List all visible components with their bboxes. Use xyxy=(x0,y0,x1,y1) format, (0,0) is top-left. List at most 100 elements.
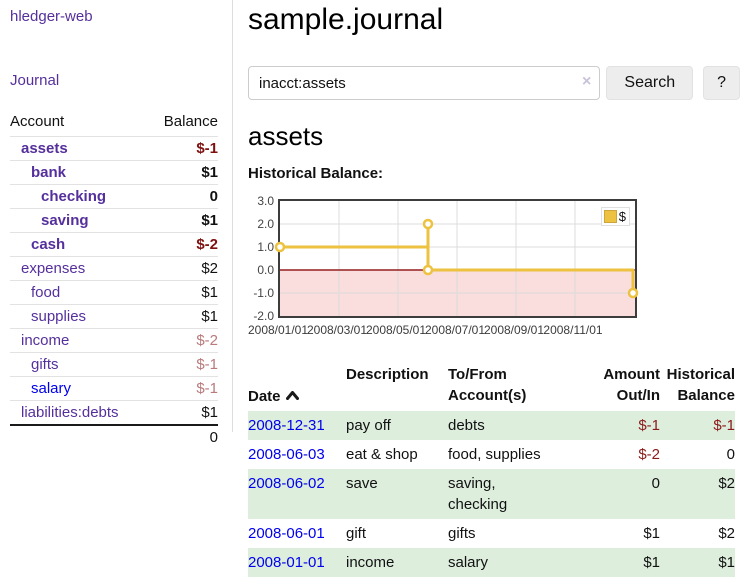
transaction-amount: $-2 xyxy=(638,446,660,463)
column-header-date[interactable]: Date xyxy=(248,362,346,411)
account-row: cash $-2 xyxy=(10,232,218,257)
transaction-balance: $-1 xyxy=(660,411,735,440)
sidebar-item-journal[interactable]: Journal xyxy=(10,72,60,89)
account-link-cash[interactable]: cash xyxy=(31,236,66,253)
account-link-bank[interactable]: bank xyxy=(31,164,67,181)
column-header-amount: Amount Out/In xyxy=(603,366,660,404)
account-link-salary[interactable]: salary xyxy=(31,380,72,397)
transaction-date-link[interactable]: 2008-06-02 xyxy=(248,475,325,492)
x-tick: 2008/01/01 xyxy=(247,323,309,337)
accounts-header-account: Account xyxy=(10,113,65,130)
account-balance: $1 xyxy=(148,280,218,305)
y-tick: 3.0 xyxy=(257,194,274,208)
accounts-total: 0 xyxy=(148,424,218,449)
search-form: × Search ? xyxy=(248,66,740,100)
transaction-date-link[interactable]: 2008-06-01 xyxy=(248,525,325,542)
register-row[interactable]: 2008-06-03 eat & shop food, supplies $-2… xyxy=(248,440,735,469)
transaction-description: gift xyxy=(346,525,367,542)
page-title: sample.journal xyxy=(248,3,444,36)
search-input[interactable] xyxy=(248,66,601,100)
account-balance: $2 xyxy=(148,256,218,281)
transaction-amount: 0 xyxy=(596,469,660,519)
account-balance: $1 xyxy=(148,160,218,185)
x-tick: 2008/05/01 xyxy=(365,323,427,337)
help-button[interactable]: ? xyxy=(703,66,740,100)
account-balance: 0 xyxy=(148,184,218,209)
transaction-description: eat & shop xyxy=(346,446,418,463)
historical-balance-chart: 3.0 2.0 1.0 0.0 -1.0 -2.0 xyxy=(247,194,640,341)
y-tick: 2.0 xyxy=(257,217,274,231)
account-page-title: assets xyxy=(248,121,324,151)
y-tick: -1.0 xyxy=(253,286,274,300)
transaction-date-link[interactable]: 2008-12-31 xyxy=(248,417,325,434)
transaction-balance: 0 xyxy=(726,446,735,463)
account-row: assets $-1 xyxy=(10,136,218,161)
x-tick: 2008/11/01 xyxy=(543,323,603,337)
account-row: salary $-1 xyxy=(10,376,218,401)
register-row[interactable]: 2008-01-01 income salary $1 $1 xyxy=(248,548,735,577)
chart-title: Historical Balance: xyxy=(248,165,384,182)
account-row: expenses $2 xyxy=(10,256,218,281)
transaction-accounts: saving, checking xyxy=(448,469,596,519)
plot-area: $ xyxy=(274,199,639,318)
transaction-accounts: gifts xyxy=(448,525,476,542)
date-column-label: Date xyxy=(248,388,281,405)
sidebar: hledger-web Journal Account Balance asse… xyxy=(0,0,233,449)
account-row: income $-2 xyxy=(10,328,218,353)
column-header-accounts: To/From Account(s) xyxy=(448,366,527,404)
main-content: sample.journal × Search ? assets Histori… xyxy=(248,0,740,577)
clear-search-icon[interactable]: × xyxy=(582,73,592,90)
transaction-amount: $1 xyxy=(596,548,660,577)
account-row: food $1 xyxy=(10,280,218,305)
transaction-amount: $-1 xyxy=(596,411,660,440)
transaction-description: save xyxy=(346,469,448,519)
transaction-balance: $1 xyxy=(660,548,735,577)
app-brand-link[interactable]: hledger-web xyxy=(10,8,93,25)
transaction-accounts: debts xyxy=(448,411,596,440)
account-row: liabilities:debts $1 xyxy=(10,400,218,425)
accounts-table: Account Balance assets $-1 bank $1 check… xyxy=(10,110,218,449)
transaction-amount: $1 xyxy=(643,525,660,542)
account-row: supplies $1 xyxy=(10,304,218,329)
transaction-date-link[interactable]: 2008-01-01 xyxy=(248,554,325,571)
accounts-total-row: 0 xyxy=(10,424,218,449)
balance-series-line xyxy=(280,222,635,293)
transaction-description: pay off xyxy=(346,411,448,440)
account-balance: $-2 xyxy=(148,328,218,353)
register-row[interactable]: 2008-06-01 gift gifts $1 $2 xyxy=(248,519,735,548)
register-row[interactable]: 2008-06-02 save saving, checking 0 $2 xyxy=(248,469,735,519)
legend-label: $ xyxy=(618,209,626,224)
account-balance: $-2 xyxy=(148,232,218,257)
account-link-income[interactable]: income xyxy=(21,332,70,349)
transaction-balance: $2 xyxy=(718,525,735,542)
register-row[interactable]: 2008-12-31 pay off debts $-1 $-1 xyxy=(248,411,735,440)
account-link-food[interactable]: food xyxy=(31,284,61,301)
search-button[interactable]: Search xyxy=(606,66,694,100)
account-link-expenses[interactable]: expenses xyxy=(21,260,86,277)
account-link-gifts[interactable]: gifts xyxy=(31,356,59,373)
transaction-date-link[interactable]: 2008-06-03 xyxy=(248,446,325,463)
account-link-assets[interactable]: assets xyxy=(21,140,68,157)
account-link-saving[interactable]: saving xyxy=(41,212,89,229)
account-balance: $-1 xyxy=(148,376,218,401)
legend-swatch xyxy=(603,210,617,223)
account-balance: $1 xyxy=(148,400,218,425)
transaction-accounts: food, supplies xyxy=(448,446,541,463)
x-tick: 2008/07/01 xyxy=(424,323,486,337)
column-header-balance: Historical Balance xyxy=(666,366,735,404)
plot-canvas xyxy=(274,201,639,316)
account-row: gifts $-1 xyxy=(10,352,218,377)
account-row: bank $1 xyxy=(10,160,218,185)
account-balance: $1 xyxy=(148,304,218,329)
register-header-row: Date Description To/From Account(s) Amou… xyxy=(248,362,735,411)
account-link-supplies[interactable]: supplies xyxy=(31,308,87,325)
x-tick: 2008/03/01 xyxy=(306,323,368,337)
x-tick: 2008/09/01 xyxy=(483,323,545,337)
y-tick: -2.0 xyxy=(253,309,274,323)
account-balance: $-1 xyxy=(148,136,218,161)
account-link-liabilities-debts[interactable]: liabilities:debts xyxy=(21,404,119,421)
account-row: saving $1 xyxy=(10,208,218,233)
column-header-description: Description xyxy=(346,366,429,383)
account-balance: $1 xyxy=(148,208,218,233)
account-link-checking[interactable]: checking xyxy=(41,188,107,205)
